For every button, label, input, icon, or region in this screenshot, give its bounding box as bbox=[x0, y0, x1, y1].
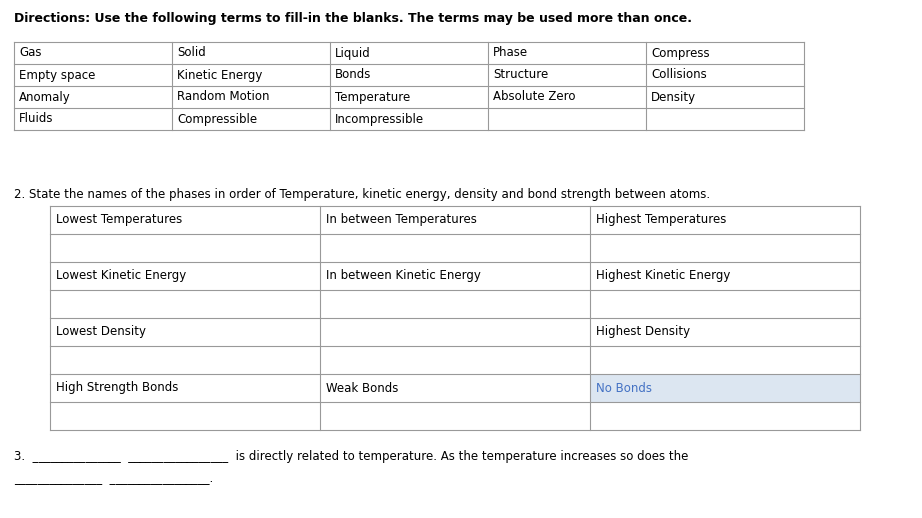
Text: Highest Temperatures: Highest Temperatures bbox=[596, 213, 727, 226]
Text: Collisions: Collisions bbox=[651, 68, 707, 81]
Text: Kinetic Energy: Kinetic Energy bbox=[177, 68, 263, 81]
Text: Density: Density bbox=[651, 91, 696, 104]
Text: 2. State the names of the phases in order of Temperature, kinetic energy, densit: 2. State the names of the phases in orde… bbox=[14, 188, 710, 201]
Text: Structure: Structure bbox=[493, 68, 549, 81]
Text: Absolute Zero: Absolute Zero bbox=[493, 91, 575, 104]
Text: Solid: Solid bbox=[177, 47, 206, 60]
Text: No Bonds: No Bonds bbox=[596, 381, 652, 395]
Text: Liquid: Liquid bbox=[335, 47, 371, 60]
Text: High Strength Bonds: High Strength Bonds bbox=[56, 381, 178, 395]
Text: Weak Bonds: Weak Bonds bbox=[326, 381, 398, 395]
Text: Highest Kinetic Energy: Highest Kinetic Energy bbox=[596, 269, 730, 282]
Text: Fluids: Fluids bbox=[19, 112, 53, 125]
Text: _______________  _________________.: _______________ _________________. bbox=[14, 472, 213, 485]
Text: Lowest Temperatures: Lowest Temperatures bbox=[56, 213, 183, 226]
Bar bbox=[590, 374, 860, 402]
Text: Random Motion: Random Motion bbox=[177, 91, 269, 104]
Text: Bonds: Bonds bbox=[335, 68, 372, 81]
Text: In between Temperatures: In between Temperatures bbox=[326, 213, 477, 226]
Text: Anomaly: Anomaly bbox=[19, 91, 71, 104]
Text: Phase: Phase bbox=[493, 47, 528, 60]
Text: Gas: Gas bbox=[19, 47, 41, 60]
Text: Highest Density: Highest Density bbox=[596, 325, 691, 338]
Text: Compressible: Compressible bbox=[177, 112, 257, 125]
Text: Incompressible: Incompressible bbox=[335, 112, 424, 125]
Text: In between Kinetic Energy: In between Kinetic Energy bbox=[326, 269, 481, 282]
Text: Temperature: Temperature bbox=[335, 91, 410, 104]
Text: Directions: Use the following terms to fill-in the blanks. The terms may be used: Directions: Use the following terms to f… bbox=[14, 12, 692, 25]
Text: Lowest Density: Lowest Density bbox=[56, 325, 146, 338]
Text: Compress: Compress bbox=[651, 47, 710, 60]
Text: Lowest Kinetic Energy: Lowest Kinetic Energy bbox=[56, 269, 186, 282]
Text: Empty space: Empty space bbox=[19, 68, 95, 81]
Text: 3.  _______________  _________________  is directly related to temperature. As t: 3. _______________ _________________ is … bbox=[14, 450, 689, 463]
